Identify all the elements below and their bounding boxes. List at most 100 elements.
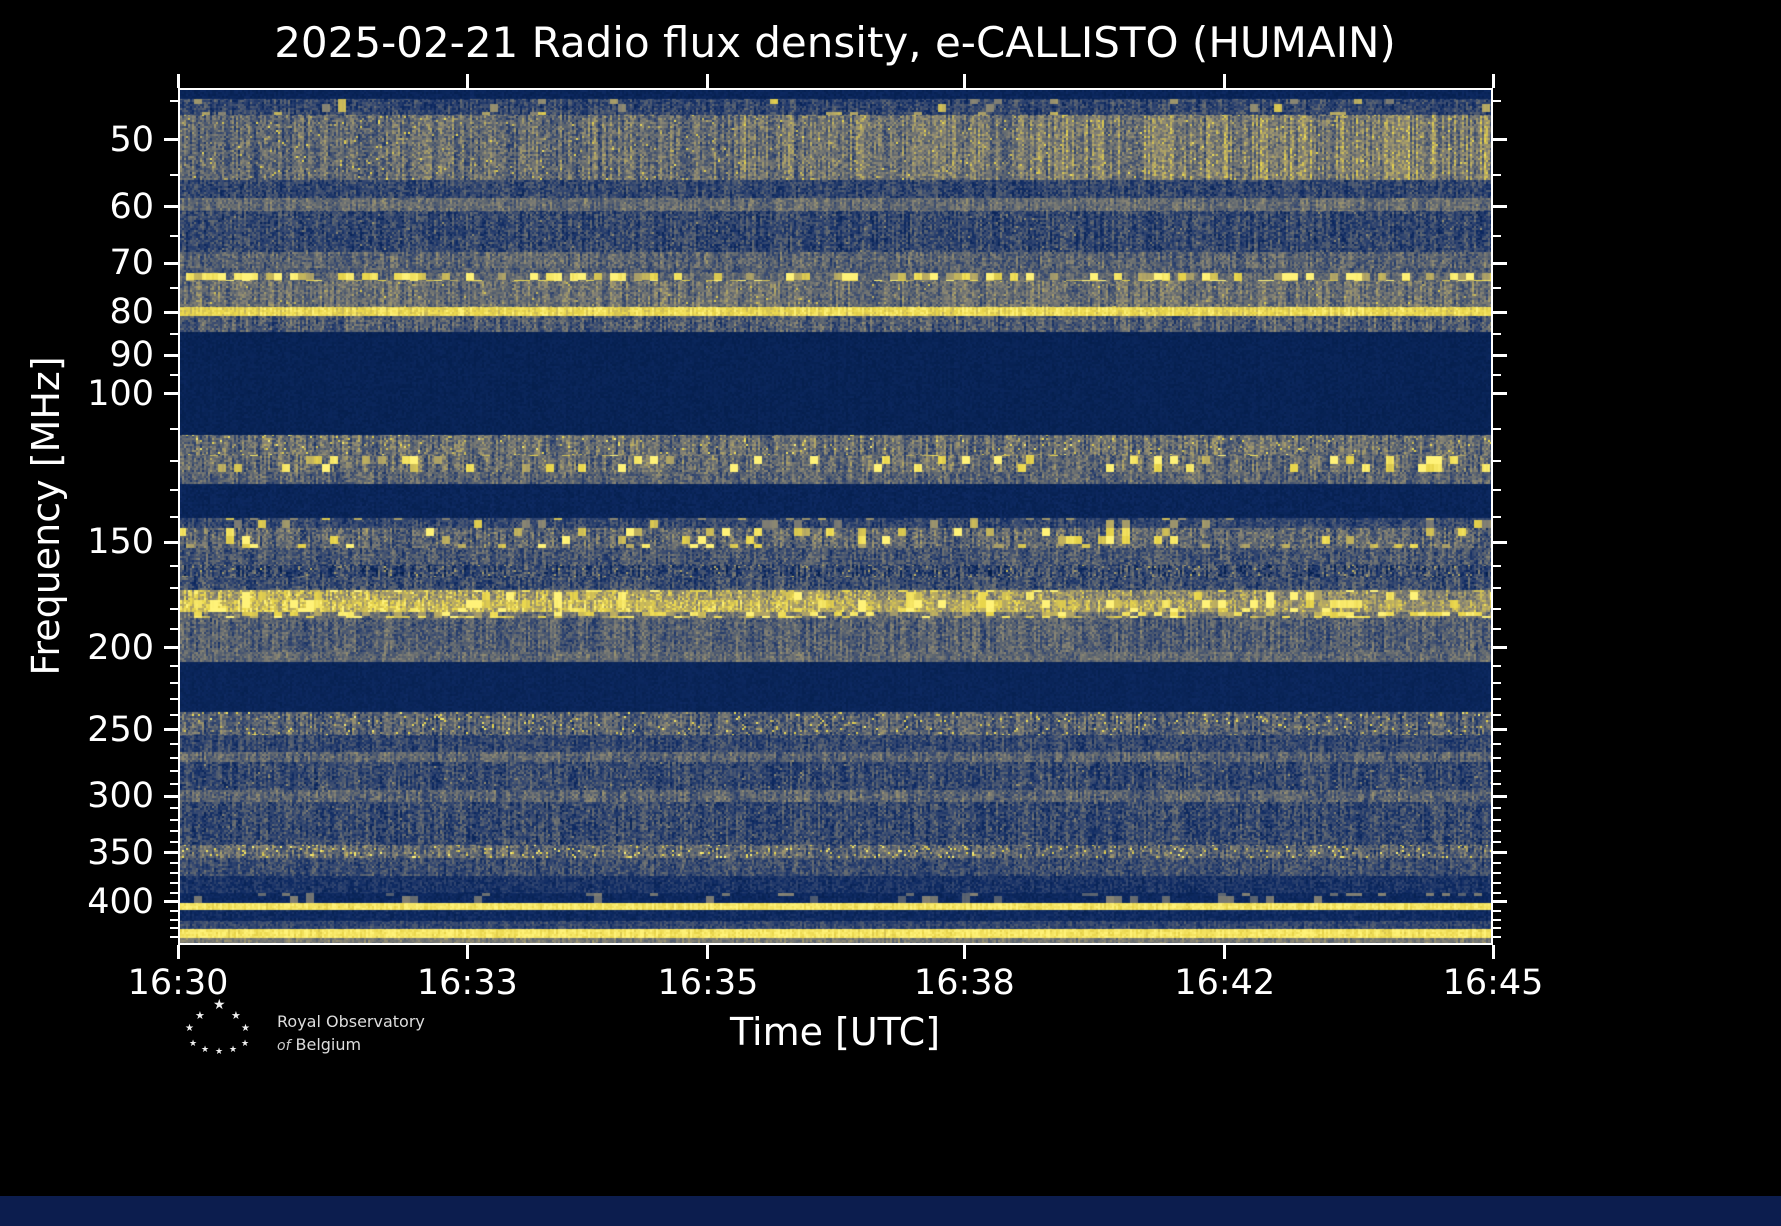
y-minor-tick bbox=[170, 927, 178, 930]
x-tick bbox=[1223, 945, 1227, 959]
y-minor-tick bbox=[170, 756, 178, 759]
y-tick bbox=[164, 353, 178, 357]
y-minor-tick bbox=[170, 333, 178, 336]
y-minor-tick bbox=[170, 830, 178, 833]
y-minor-tick-right bbox=[1493, 918, 1501, 921]
y-minor-tick-right bbox=[1493, 819, 1501, 822]
star-icon: ★ bbox=[229, 1045, 238, 1055]
star-icon: ★ bbox=[185, 1023, 194, 1034]
y-tick-label: 400 bbox=[87, 881, 154, 922]
y-minor-tick-right bbox=[1493, 807, 1501, 810]
x-tick-label: 16:45 bbox=[1442, 963, 1544, 1003]
star-icon: ★ bbox=[213, 997, 226, 1013]
x-tick-label: 16:33 bbox=[416, 963, 518, 1003]
y-minor-tick bbox=[170, 891, 178, 894]
y-tick bbox=[164, 138, 178, 142]
y-minor-tick-right bbox=[1493, 830, 1501, 833]
y-minor-tick-right bbox=[1493, 516, 1501, 519]
spectrogram-canvas bbox=[178, 88, 1493, 945]
y-minor-tick bbox=[170, 287, 178, 290]
y-minor-tick bbox=[170, 608, 178, 611]
y-minor-tick bbox=[170, 516, 178, 519]
y-tick-label: 100 bbox=[87, 373, 154, 414]
y-tick bbox=[164, 794, 178, 798]
logo-text-line2-of: of bbox=[277, 1038, 291, 1054]
y-minor-tick-right bbox=[1493, 587, 1501, 590]
x-tick-label: 16:35 bbox=[657, 963, 759, 1003]
y-tick-label: 150 bbox=[87, 522, 154, 563]
y-tick-right bbox=[1493, 540, 1507, 544]
y-minor-tick-right bbox=[1493, 927, 1501, 930]
y-tick bbox=[164, 205, 178, 209]
plot-area bbox=[178, 88, 1493, 945]
y-tick bbox=[164, 261, 178, 265]
y-minor-tick-right bbox=[1493, 872, 1501, 875]
y-minor-tick-right bbox=[1493, 235, 1501, 237]
y-minor-tick-right bbox=[1493, 770, 1501, 773]
y-tick bbox=[164, 310, 178, 314]
y-tick-right bbox=[1493, 851, 1507, 855]
logo-text-line2-rest: Belgium bbox=[295, 1035, 362, 1054]
y-minor-tick bbox=[170, 587, 178, 590]
y-minor-tick bbox=[170, 628, 178, 631]
logo-text: Royal Observatory of Belgium bbox=[277, 1010, 425, 1058]
y-minor-tick bbox=[170, 770, 178, 773]
y-minor-tick bbox=[170, 819, 178, 822]
y-tick bbox=[164, 900, 178, 904]
y-minor-tick-right bbox=[1493, 909, 1501, 912]
y-minor-tick bbox=[170, 713, 178, 716]
chart-title: 2025-02-21 Radio flux density, e-CALLIST… bbox=[274, 18, 1396, 67]
y-minor-tick bbox=[170, 374, 178, 377]
logo-text-line1: Royal Observatory bbox=[277, 1012, 425, 1031]
x-tick bbox=[176, 945, 180, 959]
y-minor-tick-right bbox=[1493, 628, 1501, 631]
star-icon: ★ bbox=[215, 1047, 224, 1057]
x-tick-label: 16:38 bbox=[913, 963, 1015, 1003]
bottom-strip bbox=[0, 1196, 1781, 1226]
y-minor-tick bbox=[170, 459, 178, 462]
y-minor-tick bbox=[170, 882, 178, 885]
y-tick-label: 70 bbox=[109, 243, 154, 284]
y-tick-label: 250 bbox=[87, 709, 154, 750]
y-minor-tick-right bbox=[1493, 713, 1501, 716]
y-tick-right bbox=[1493, 138, 1507, 142]
y-minor-tick bbox=[170, 909, 178, 912]
y-tick-label: 60 bbox=[109, 186, 154, 227]
y-minor-tick-right bbox=[1493, 664, 1501, 667]
y-minor-tick-right bbox=[1493, 756, 1501, 759]
y-tick-label: 200 bbox=[87, 627, 154, 668]
y-minor-tick-right bbox=[1493, 333, 1501, 336]
y-minor-tick bbox=[170, 862, 178, 865]
y-minor-tick bbox=[170, 742, 178, 745]
y-minor-tick bbox=[170, 565, 178, 568]
y-minor-tick bbox=[170, 841, 178, 844]
x-tick bbox=[1491, 945, 1495, 959]
y-minor-tick-right bbox=[1493, 608, 1501, 611]
x-tick bbox=[465, 945, 469, 959]
x-tick-top bbox=[706, 74, 710, 88]
y-tick-right bbox=[1493, 205, 1507, 209]
y-minor-tick bbox=[170, 698, 178, 701]
x-tick-label: 16:30 bbox=[127, 963, 229, 1003]
y-tick-label: 50 bbox=[109, 119, 154, 160]
y-tick-label: 90 bbox=[109, 335, 154, 376]
x-tick-top bbox=[962, 74, 966, 88]
star-icon: ★ bbox=[241, 1039, 250, 1049]
y-minor-tick-right bbox=[1493, 862, 1501, 865]
y-minor-tick-right bbox=[1493, 459, 1501, 462]
y-tick-right bbox=[1493, 794, 1507, 798]
y-tick-right bbox=[1493, 261, 1507, 265]
rob-logo: ★ ★ ★ ★ ★ ★ ★ ★ ★ ★ Royal Observatory of… bbox=[183, 998, 503, 1070]
y-minor-tick bbox=[170, 918, 178, 921]
y-minor-tick-right bbox=[1493, 882, 1501, 885]
star-icon: ★ bbox=[241, 1023, 250, 1034]
rob-stars-icon: ★ ★ ★ ★ ★ ★ ★ ★ ★ ★ bbox=[183, 998, 265, 1062]
y-minor-tick-right bbox=[1493, 783, 1501, 785]
star-icon: ★ bbox=[201, 1045, 210, 1055]
y-minor-tick-right bbox=[1493, 891, 1501, 894]
x-tick-top bbox=[1491, 74, 1495, 88]
y-minor-tick-right bbox=[1493, 427, 1501, 430]
y-tick bbox=[164, 646, 178, 650]
y-tick-right bbox=[1493, 728, 1507, 732]
y-tick-label: 350 bbox=[87, 832, 154, 873]
